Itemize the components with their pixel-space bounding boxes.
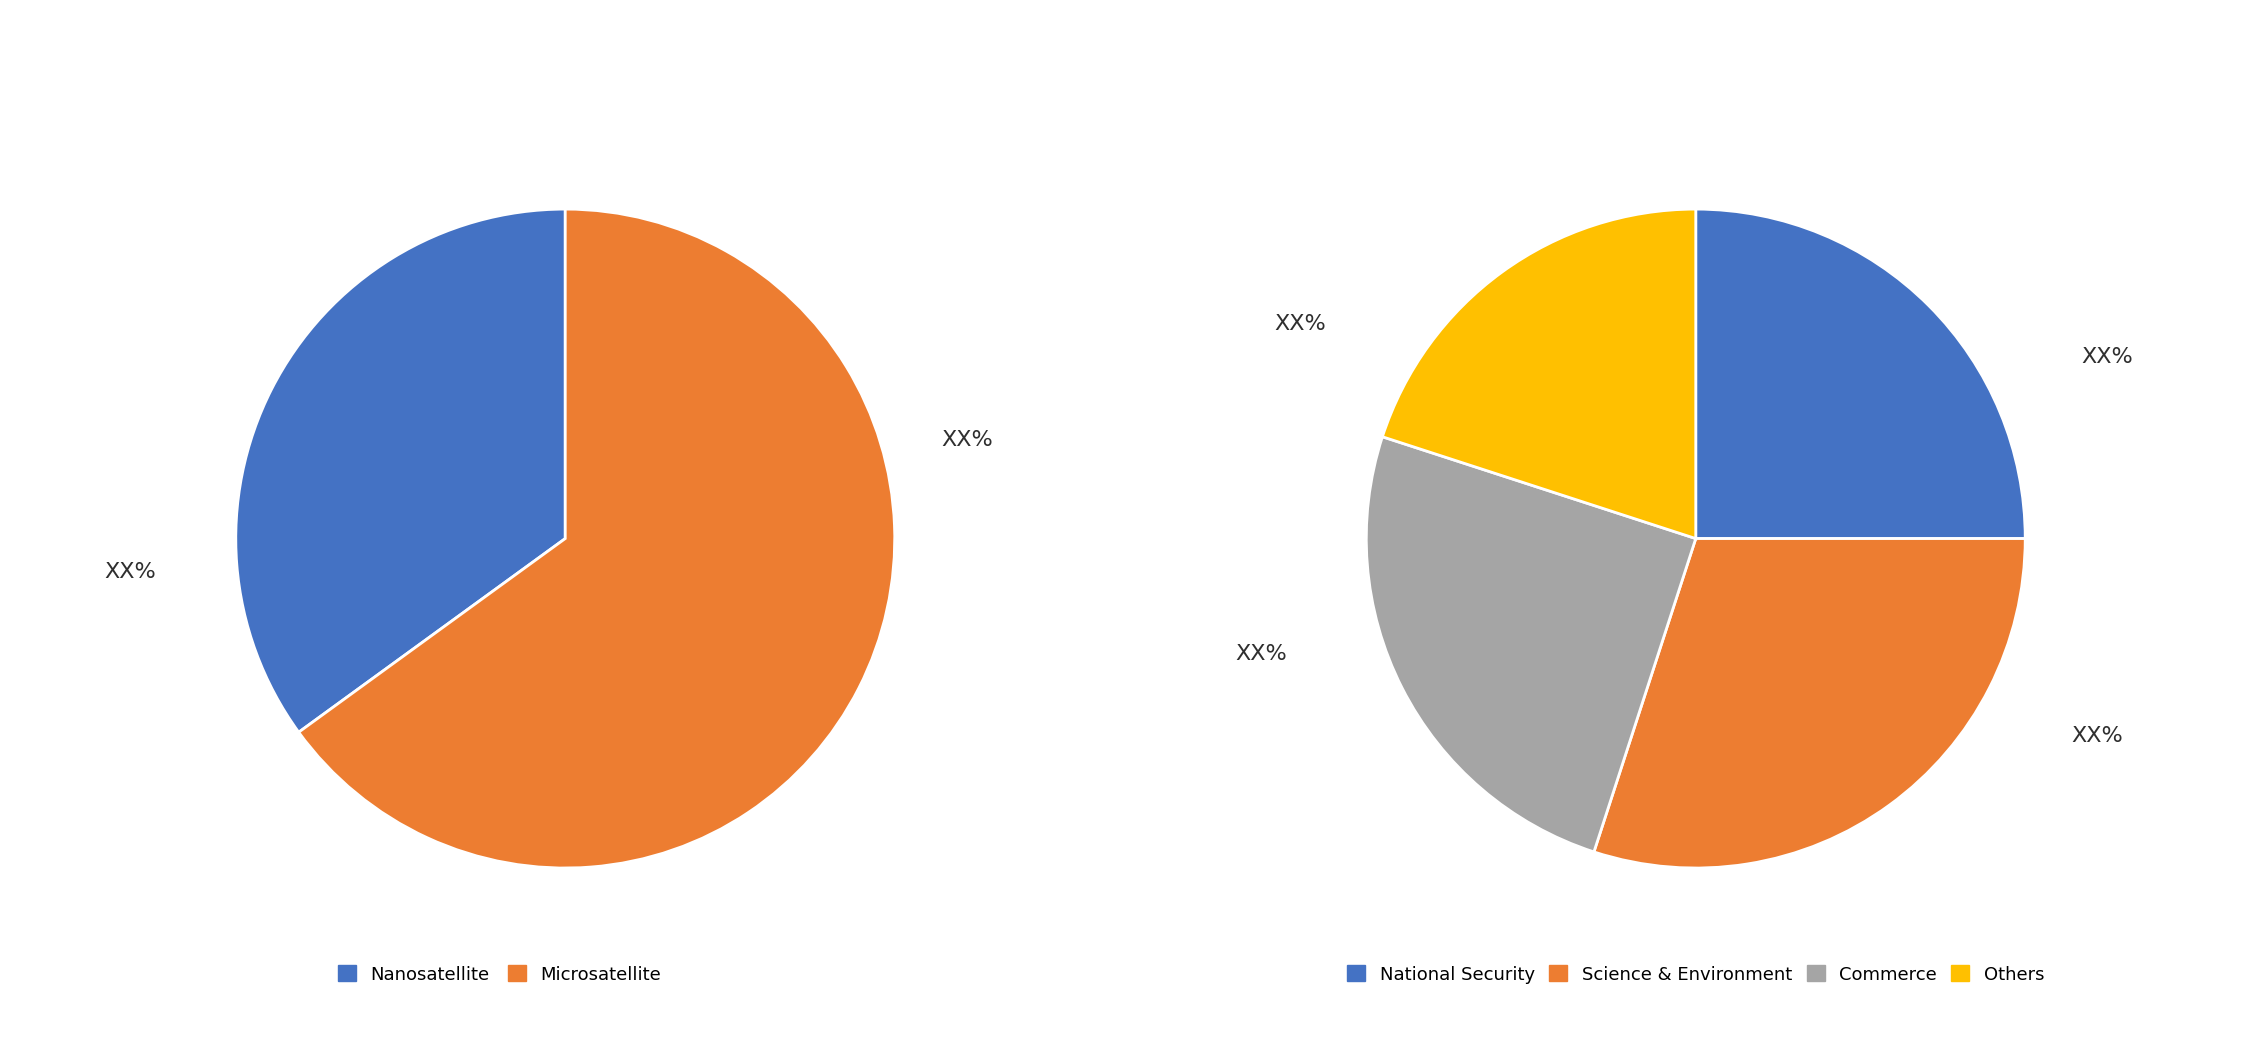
Wedge shape	[1696, 209, 2026, 539]
Text: Source: Theindustrystats Analysis: Source: Theindustrystats Analysis	[34, 1008, 380, 1027]
Text: Email: sales@theindustrystats.com: Email: sales@theindustrystats.com	[952, 1008, 1309, 1027]
Wedge shape	[298, 209, 895, 868]
Text: XX%: XX%	[2071, 727, 2123, 747]
Wedge shape	[1594, 539, 2026, 868]
Text: XX%: XX%	[1235, 644, 1287, 664]
Wedge shape	[235, 209, 565, 732]
Text: Fig. Global Nanosatellite and Microsatellite Market Share by Product Types & App: Fig. Global Nanosatellite and Microsatel…	[27, 40, 1357, 67]
Wedge shape	[1366, 437, 1696, 852]
Wedge shape	[1381, 209, 1696, 539]
Text: XX%: XX%	[2082, 347, 2134, 367]
Text: XX%: XX%	[1275, 315, 1327, 335]
Legend: Nanosatellite, Microsatellite: Nanosatellite, Microsatellite	[330, 958, 667, 991]
Legend: National Security, Science & Environment, Commerce, Others: National Security, Science & Environment…	[1341, 958, 2051, 991]
Text: XX%: XX%	[941, 430, 993, 450]
Text: Website: www.theindustrystats.com: Website: www.theindustrystats.com	[1863, 1008, 2232, 1027]
Text: XX%: XX%	[104, 562, 156, 582]
